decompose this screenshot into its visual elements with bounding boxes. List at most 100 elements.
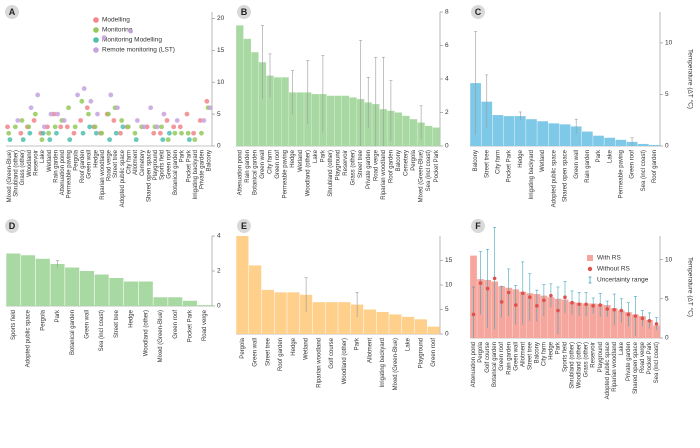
x-tick-label: Pergola [73, 149, 79, 170]
bar [296, 92, 304, 146]
bar [376, 311, 389, 334]
bar [109, 278, 124, 306]
panel-badge [5, 219, 19, 233]
x-tick-label: Sea (incl coast) [654, 342, 660, 383]
x-tick-label: Golf course [485, 341, 491, 372]
point [171, 124, 177, 130]
x-tick-label: Woodland (other) [305, 150, 311, 196]
point [513, 303, 518, 307]
point [113, 130, 119, 136]
bar [414, 319, 427, 334]
bar [389, 314, 402, 334]
x-tick-label: Playground [598, 342, 604, 372]
bar [243, 38, 251, 146]
x-tick-label: Botanical garden [173, 150, 179, 195]
x-tick-label: Hedge [290, 149, 296, 167]
panel-letter: E [241, 221, 247, 231]
x-tick-label: Green roof [499, 342, 505, 371]
x-tick-label: Adopted public space [605, 341, 611, 399]
x-tick-label: Allotment [367, 338, 373, 363]
x-tick-label: Street tree [484, 149, 490, 178]
point [40, 130, 46, 136]
point [174, 118, 180, 123]
bar [287, 292, 300, 334]
point [556, 308, 560, 313]
x-tick-label: Green wall [574, 150, 580, 179]
x-tick-label: Sea (incl coast) [99, 310, 105, 351]
point [598, 303, 602, 307]
point [184, 111, 190, 117]
bar [326, 95, 335, 146]
point [79, 98, 85, 104]
x-tick-label: Road verge [202, 309, 208, 341]
bar [604, 137, 616, 146]
point [132, 130, 138, 136]
point [208, 105, 213, 111]
point [151, 130, 157, 136]
point [471, 312, 476, 317]
bar [50, 264, 65, 306]
bar [589, 303, 597, 338]
bar [646, 319, 653, 338]
bar [311, 94, 319, 146]
x-tick-label: Wetland [298, 150, 304, 172]
bar [394, 112, 403, 146]
x-tick-label: Adopted public space [551, 149, 557, 207]
bar [581, 131, 593, 146]
bar [351, 304, 364, 334]
bar [94, 274, 109, 306]
point [157, 130, 163, 136]
bar [168, 297, 183, 306]
panel-letter: D [9, 221, 16, 231]
x-tick-label: Green wall [260, 150, 266, 179]
x-tick-label: Woodland (other) [342, 338, 348, 384]
point [119, 118, 125, 123]
x-tick-label: Attenuation pond [471, 342, 477, 387]
x-tick-label: Shrubland (other) [14, 150, 20, 197]
x-tick-label: Balcony [206, 150, 212, 171]
point [47, 137, 53, 143]
x-tick-label: Woodland (other) [143, 310, 149, 356]
x-tick-label: Adopted public space [26, 309, 32, 367]
x-tick-label: Park [596, 149, 602, 162]
x-tick-label: Street tree [113, 149, 119, 178]
point [654, 322, 659, 326]
y-tick-label: 0 [217, 303, 221, 310]
bar [249, 265, 262, 334]
x-tick-label: Green roof [275, 150, 281, 179]
bar [637, 143, 649, 146]
x-tick-label: Pocket Park [647, 341, 653, 374]
point [84, 105, 90, 111]
panel-letter: A [9, 7, 16, 17]
bar [21, 255, 36, 306]
x-tick-label: Wetland [304, 338, 310, 360]
x-tick-label: Mixed (Green-Blue) [419, 150, 425, 202]
x-tick-label: Park [556, 341, 562, 354]
point [619, 308, 624, 313]
point [172, 130, 178, 136]
x-tick-label: Roof garden [652, 150, 658, 183]
x-tick-label: City farm [541, 342, 547, 366]
bar [649, 144, 660, 146]
point [101, 35, 107, 40]
x-tick-label: Green wall [253, 338, 259, 367]
y-tick-label: 2 [445, 109, 449, 116]
x-tick-label: Botanical garden [70, 310, 76, 355]
x-tick-label: Lake [619, 341, 625, 355]
bar [603, 305, 611, 338]
bar [349, 97, 357, 146]
legend-label: Monitoring [102, 27, 133, 34]
x-tick-label: Permeable paving [67, 150, 73, 198]
bar [300, 294, 313, 334]
x-tick-label: Lake [406, 337, 412, 351]
point [58, 124, 64, 130]
x-tick-label: Private garden [366, 150, 372, 189]
bar [338, 302, 351, 334]
bar [274, 292, 287, 334]
x-tick-label: Road verge [640, 341, 646, 373]
x-tick-label: Lake [313, 149, 319, 163]
x-tick-label: Pocket Park [188, 309, 194, 342]
x-tick-label: Woodland [27, 150, 33, 177]
point [41, 124, 47, 130]
bar [653, 325, 660, 338]
